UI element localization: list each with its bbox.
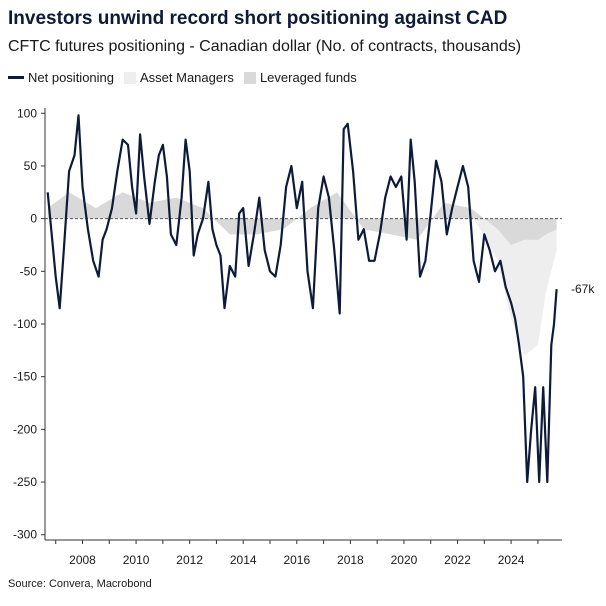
y-tick-label: 50 bbox=[24, 159, 38, 173]
legend-swatch-net-positioning bbox=[8, 76, 24, 79]
chart-title: Investors unwind record short positionin… bbox=[8, 8, 508, 29]
y-tick-label: 0 bbox=[30, 212, 37, 226]
x-tick-label: 2012 bbox=[176, 553, 203, 567]
legend-swatch-asset-managers bbox=[124, 71, 136, 84]
x-tick-label: 2018 bbox=[337, 553, 364, 567]
x-tick-label: 2024 bbox=[498, 553, 525, 567]
y-tick-label: -200 bbox=[13, 422, 37, 436]
legend-item-net-positioning: Net positioning bbox=[8, 70, 114, 85]
legend-item-leveraged-funds: Leveraged funds bbox=[243, 70, 357, 85]
label-layer: 100 50 0 -50 -100 -150 -200 -250 -300 2008 2010 201… bbox=[13, 106, 595, 567]
x-tick-label: 2020 bbox=[391, 553, 418, 567]
y-tick-label: 100 bbox=[17, 106, 37, 120]
chart-subtitle: CFTC futures positioning - Canadian doll… bbox=[8, 38, 522, 55]
area-layer bbox=[47, 192, 557, 356]
area-leveraged-funds bbox=[47, 192, 557, 245]
y-tick-label: -250 bbox=[13, 475, 37, 489]
y-tick-label: -100 bbox=[13, 317, 37, 331]
axes-layer bbox=[41, 108, 562, 544]
legend-label-asset-managers: Asset Managers bbox=[140, 70, 234, 85]
source-note: Source: Convera, Macrobond bbox=[8, 578, 152, 590]
legend-label-net-positioning: Net positioning bbox=[28, 70, 114, 85]
legend: Net positioning Asset Managers Leveraged… bbox=[8, 70, 357, 85]
end-value-label: -67k bbox=[571, 282, 595, 296]
legend-swatch-leveraged-funds bbox=[243, 71, 256, 84]
y-tick-label: -50 bbox=[20, 264, 38, 278]
legend-label-leveraged-funds: Leveraged funds bbox=[259, 70, 357, 85]
x-tick-label: 2016 bbox=[283, 553, 310, 567]
x-tick-label: 2022 bbox=[444, 553, 471, 567]
y-tick-label: -150 bbox=[13, 370, 37, 384]
line-layer bbox=[46, 114, 558, 484]
y-tick-label: -300 bbox=[13, 528, 37, 542]
x-tick-label: 2014 bbox=[230, 553, 257, 567]
x-tick-label: 2010 bbox=[123, 553, 150, 567]
series-line-net-positioning bbox=[46, 114, 558, 484]
x-tick-label: 2008 bbox=[69, 553, 96, 567]
legend-item-asset-managers: Asset Managers bbox=[124, 70, 234, 85]
